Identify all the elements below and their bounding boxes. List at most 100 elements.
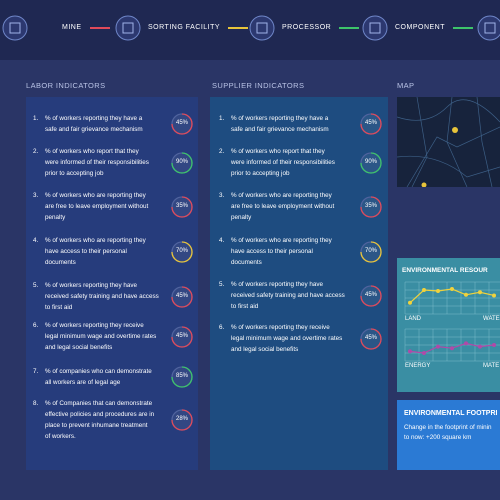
ring xyxy=(171,366,193,388)
item-text: and legal social benefits xyxy=(45,344,113,351)
percent: 85% xyxy=(175,373,188,379)
ring xyxy=(360,195,382,218)
chart-point xyxy=(478,344,482,349)
item-number: 6. xyxy=(33,322,39,329)
item-text: % of workers who are reporting they xyxy=(45,192,146,199)
item-number: 8. xyxy=(33,400,39,407)
section-title: MAP xyxy=(397,81,415,90)
ring xyxy=(360,151,382,174)
item-text: % of workers who report that they xyxy=(231,148,325,155)
chart-label: WATE xyxy=(483,316,500,322)
chart-point xyxy=(436,344,440,349)
nav-icon xyxy=(362,15,388,41)
item-text: effective policies and procedures are in xyxy=(45,411,155,418)
ring-accent xyxy=(171,409,193,431)
item-text: to first aid xyxy=(231,303,259,310)
supplier-panel xyxy=(210,97,388,470)
item-text: were informed of their responsibilities xyxy=(45,159,149,166)
item-text: % of workers reporting they have xyxy=(231,281,324,288)
section-title: LABOR INDICATORS xyxy=(26,81,106,90)
percent: 90% xyxy=(175,158,188,165)
ring-accent xyxy=(360,284,382,307)
item-text: and legal social benefits xyxy=(231,346,299,353)
item-number: 2. xyxy=(219,148,225,155)
nav-icon xyxy=(115,15,141,41)
nav-icons xyxy=(2,15,500,41)
item-text: penalty xyxy=(45,214,66,221)
item-text: % of workers reporting they have xyxy=(45,282,138,289)
item-text: % of workers reporting they have a xyxy=(45,115,143,122)
item-text: % of workers who are reporting they xyxy=(45,237,146,244)
chart-label: LAND xyxy=(405,316,422,322)
ring-accent xyxy=(171,366,193,388)
item-text: received safety training and have access xyxy=(45,293,159,300)
percent: 35% xyxy=(364,202,377,209)
percent: 45% xyxy=(364,334,377,341)
item-text: have access to their personal xyxy=(45,248,127,255)
item-text: % of workers who are reporting they xyxy=(231,237,332,244)
ring xyxy=(171,240,193,263)
nav-icon xyxy=(2,15,28,41)
item-text: legal minimum wage and overtime rates xyxy=(231,335,343,342)
item-text: % of workers who are reporting they xyxy=(231,192,332,199)
nav-item[interactable]: MINE xyxy=(62,24,110,31)
item-number: 3. xyxy=(219,192,225,199)
footprint-text: Change in the footprint of minin xyxy=(404,424,492,431)
item-text: % of workers who report that they xyxy=(45,148,139,155)
item-text: penalty xyxy=(231,214,252,221)
item-text: all workers are of legal age xyxy=(45,379,121,386)
item-text: % of workers reporting they receive xyxy=(231,324,330,331)
item-number: 1. xyxy=(33,115,39,122)
chart-label: ENERGY xyxy=(405,363,431,369)
item-text: received safety training and have access xyxy=(231,292,345,299)
item-number: 3. xyxy=(33,192,39,199)
ring xyxy=(360,113,382,135)
chart-point xyxy=(408,300,412,305)
ring-accent xyxy=(171,285,193,308)
item-text: prior to accepting job xyxy=(231,170,290,177)
nav-icon-glyph xyxy=(122,22,134,34)
percent: 70% xyxy=(175,247,188,254)
footprint-panel xyxy=(397,400,500,470)
nav-icon-glyph xyxy=(369,22,381,34)
panel-title: ENVIRONMENTAL FOOTPRI xyxy=(404,410,498,417)
mini-chart xyxy=(404,328,500,362)
percent: 45% xyxy=(175,120,188,126)
ring xyxy=(171,113,193,135)
item-text: % of workers reporting they have a xyxy=(231,115,329,122)
item-text: place to prevent inhumane treatment xyxy=(45,422,148,429)
ring xyxy=(171,151,193,174)
ring-accent xyxy=(360,195,382,218)
percent: 45% xyxy=(175,292,188,299)
nav-item[interactable]: SORTING FACILITY xyxy=(148,24,249,31)
chart-point xyxy=(422,351,426,355)
mini-chart xyxy=(404,281,500,315)
ring-accent xyxy=(360,151,382,174)
ring xyxy=(171,325,193,348)
ring-accent xyxy=(171,113,193,135)
percent: 45% xyxy=(364,291,377,298)
item-number: 5. xyxy=(219,281,225,288)
nav-icon-glyph xyxy=(9,22,21,34)
nav-icon xyxy=(477,15,500,41)
nav-connector xyxy=(228,26,249,29)
ring-accent xyxy=(360,327,382,350)
chart-point xyxy=(492,343,496,347)
item-number: 6. xyxy=(219,324,225,331)
chart-point xyxy=(422,288,426,292)
chart-point xyxy=(436,288,440,293)
item-text: are free to leave employment without xyxy=(45,203,149,210)
map xyxy=(397,97,500,187)
percent: 45% xyxy=(364,120,377,126)
ring xyxy=(360,240,382,263)
item-text: documents xyxy=(231,259,262,266)
nav-item[interactable]: COMPONENT xyxy=(395,24,473,31)
item-text: have access to their personal xyxy=(231,248,313,255)
nav-item[interactable]: PROCESSOR xyxy=(282,24,360,31)
nav-connector xyxy=(453,26,473,29)
item-number: 1. xyxy=(219,115,225,122)
nav-icon-glyph xyxy=(484,22,496,34)
ring-accent xyxy=(171,151,193,174)
chart-label: MATE xyxy=(483,363,500,369)
percent: 90% xyxy=(364,158,377,165)
